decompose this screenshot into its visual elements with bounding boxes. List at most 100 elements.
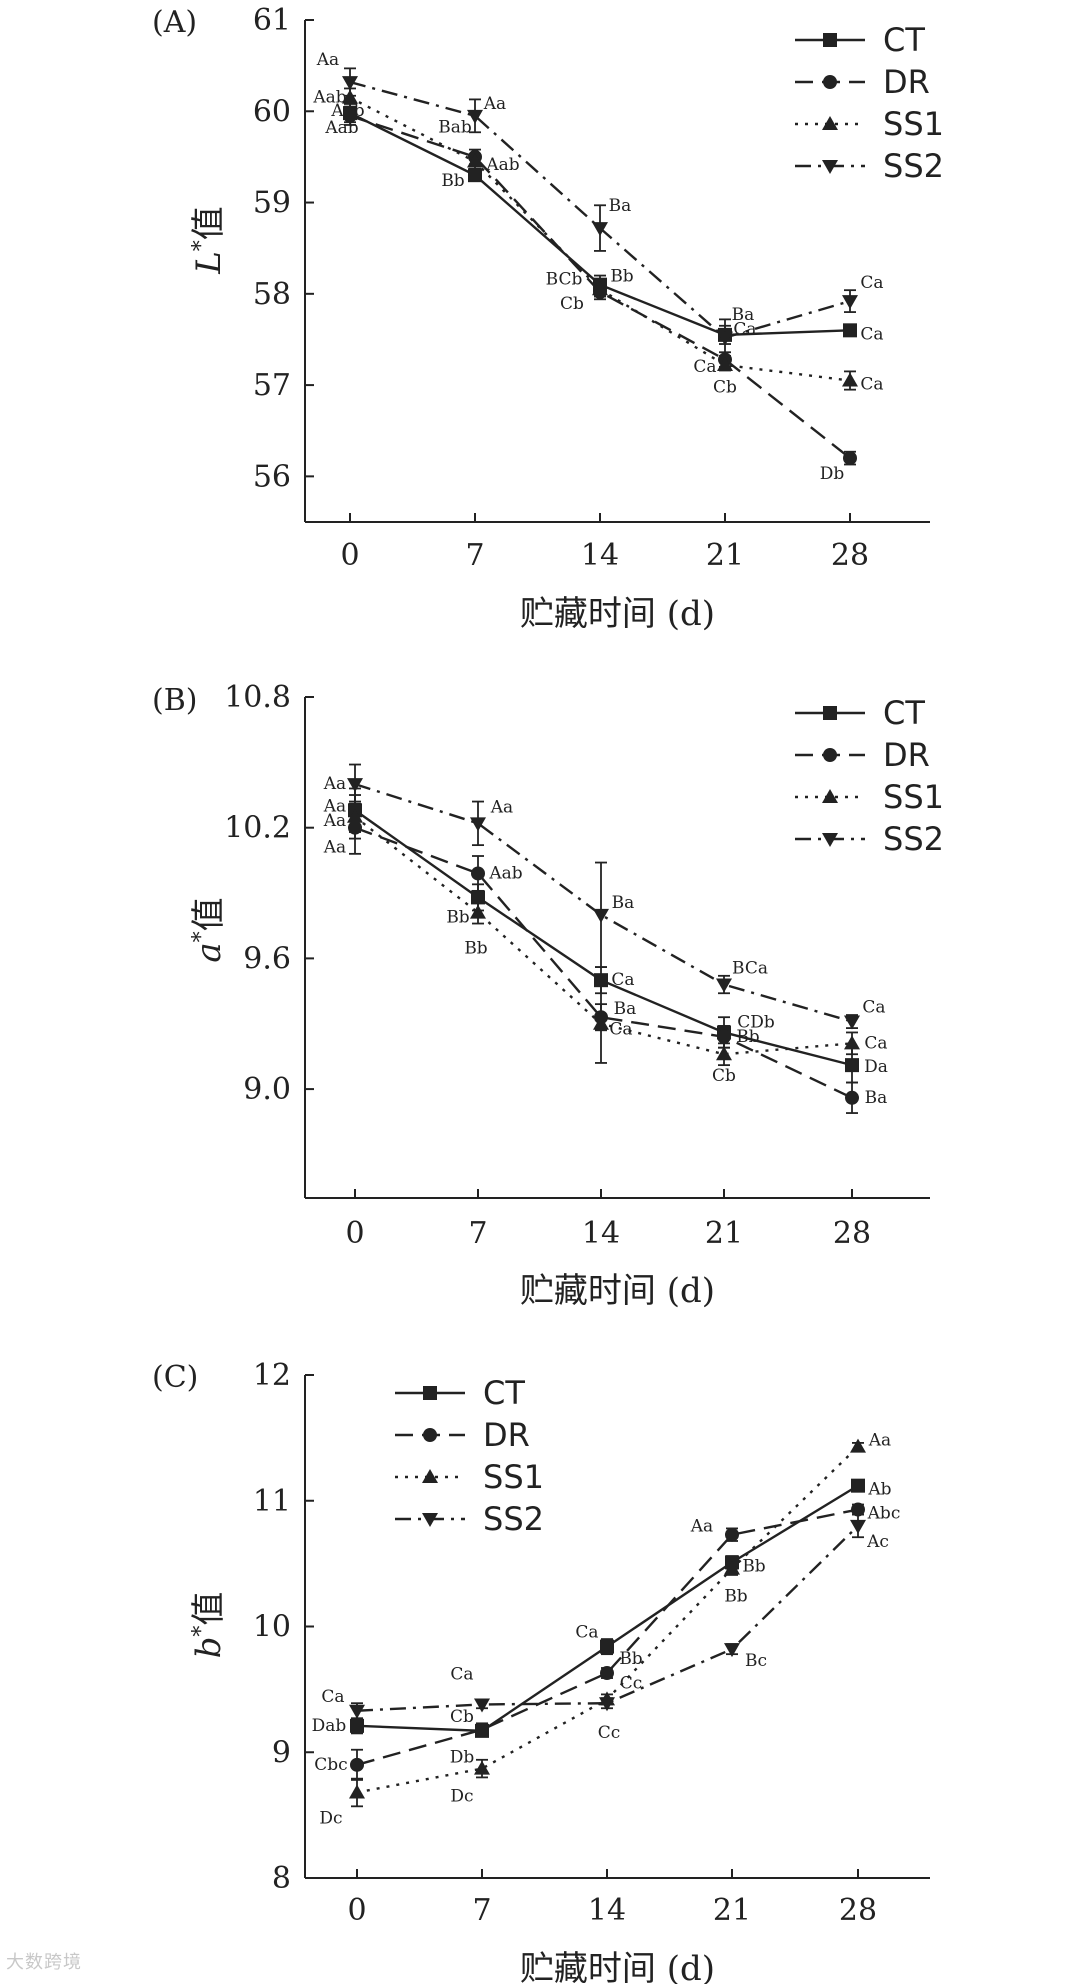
data-point	[468, 168, 482, 183]
data-label: Ca	[611, 970, 634, 990]
data-point	[717, 357, 733, 372]
legend-marker	[822, 160, 838, 174]
data-label: Bb	[724, 1587, 747, 1607]
data-label: Aab	[324, 118, 358, 138]
data-label: Aa	[316, 50, 339, 70]
legend: CT DR SS1 SS2	[395, 1374, 544, 1538]
series-ss1: Aa Bb Ca Cb Ca	[323, 794, 888, 1086]
data-point	[600, 1666, 614, 1681]
data-label: Ca	[450, 1664, 473, 1684]
data-point	[474, 1698, 490, 1713]
data-label: Ba	[865, 1088, 888, 1108]
series-line	[349, 114, 851, 460]
data-label: Ca	[860, 324, 883, 344]
data-point	[349, 1784, 365, 1799]
y-axis-label: b*值	[189, 1592, 229, 1659]
data-label: Aa	[323, 774, 346, 794]
legend-label: SS1	[483, 1458, 544, 1496]
series-ss2: Ca Ca Cc Bc Ac	[321, 1513, 889, 1743]
legend-marker	[823, 706, 837, 720]
data-label: Da	[864, 1057, 888, 1077]
x-tick-label: 14	[588, 1893, 626, 1928]
data-label: Aab	[312, 88, 346, 108]
data-label: Dc	[319, 1808, 342, 1828]
data-label: Aa	[690, 1517, 713, 1537]
data-point	[843, 451, 857, 466]
data-point	[343, 108, 357, 123]
data-label: Db	[450, 1748, 475, 1768]
data-label: Ca	[575, 1623, 598, 1643]
data-point	[851, 1502, 865, 1517]
y-tick-label: 57	[253, 368, 291, 403]
y-axis-label-suffix: 值	[189, 897, 229, 931]
data-point	[844, 1035, 860, 1050]
legend-label: SS2	[883, 820, 944, 858]
panel-label: (B)	[152, 683, 197, 718]
data-label: Ca	[609, 1020, 632, 1040]
series-line	[354, 826, 853, 1099]
data-label: Ca	[864, 1033, 887, 1053]
y-axis-label: a*值	[189, 897, 229, 962]
x-tick-label: 21	[706, 538, 744, 573]
legend-marker	[822, 833, 838, 847]
data-label: Bb	[742, 1556, 765, 1576]
data-point	[724, 1643, 740, 1658]
data-label: Cbc	[314, 1755, 347, 1775]
data-label: BCa	[732, 959, 768, 979]
data-label: Cb	[713, 378, 737, 398]
data-point	[851, 1478, 865, 1493]
data-point	[717, 1029, 731, 1044]
data-label: CDb	[737, 1012, 775, 1032]
panel-label: (C)	[152, 1360, 198, 1395]
x-tick-label: 7	[468, 1216, 487, 1251]
legend-marker	[823, 75, 837, 89]
series-line	[354, 782, 853, 1023]
data-label: Ab	[867, 1480, 891, 1500]
legend-marker	[823, 33, 837, 47]
data-label: Dc	[450, 1787, 473, 1807]
y-tick-label: 10.8	[224, 680, 291, 715]
data-label: Aa	[490, 797, 513, 817]
data-label: Db	[820, 464, 845, 484]
data-point	[843, 323, 857, 338]
data-label: BCb	[546, 269, 583, 289]
data-point	[850, 1438, 866, 1453]
data-label: Ca	[860, 375, 883, 395]
y-axis-label-var: L	[189, 251, 229, 275]
legend-label: DR	[883, 63, 930, 101]
legend-label: CT	[483, 1374, 525, 1412]
data-point	[593, 1015, 609, 1030]
y-tick-label: 10.2	[224, 811, 291, 846]
x-tick-label: 0	[345, 1216, 364, 1251]
data-label: Bb	[441, 171, 464, 191]
data-label: Cb	[712, 1066, 736, 1086]
data-label: Ca	[860, 273, 883, 293]
y-tick-label: 9.6	[243, 941, 291, 976]
data-point	[350, 1718, 364, 1733]
x-tick-label: 28	[839, 1893, 877, 1928]
data-point	[844, 1015, 860, 1030]
x-axis-label: 贮藏时间 (d)	[520, 594, 715, 634]
x-tick-label: 0	[347, 1893, 366, 1928]
data-label: Bb	[610, 267, 633, 287]
x-tick-label: 21	[705, 1216, 743, 1251]
data-point	[347, 778, 363, 793]
data-point	[850, 1519, 866, 1534]
legend-marker	[423, 1428, 437, 1442]
y-axis-label-sup: *	[189, 240, 214, 251]
data-label: Ba	[609, 196, 632, 216]
data-label: Ba	[732, 305, 755, 325]
series-ss1: Aab Bab BCb Ca Ca	[312, 87, 884, 395]
legend-label: SS1	[883, 778, 944, 816]
data-label: Aa	[323, 796, 346, 816]
data-label: Bab	[438, 117, 472, 137]
series-dr: Aab Aab Cb Cb Db	[324, 105, 857, 484]
data-label: Bb	[736, 1027, 759, 1047]
y-tick-label: 58	[253, 277, 291, 312]
y-tick-label: 9	[272, 1735, 291, 1770]
legend-label: SS2	[883, 147, 944, 185]
y-tick-label: 9.0	[243, 1072, 291, 1107]
